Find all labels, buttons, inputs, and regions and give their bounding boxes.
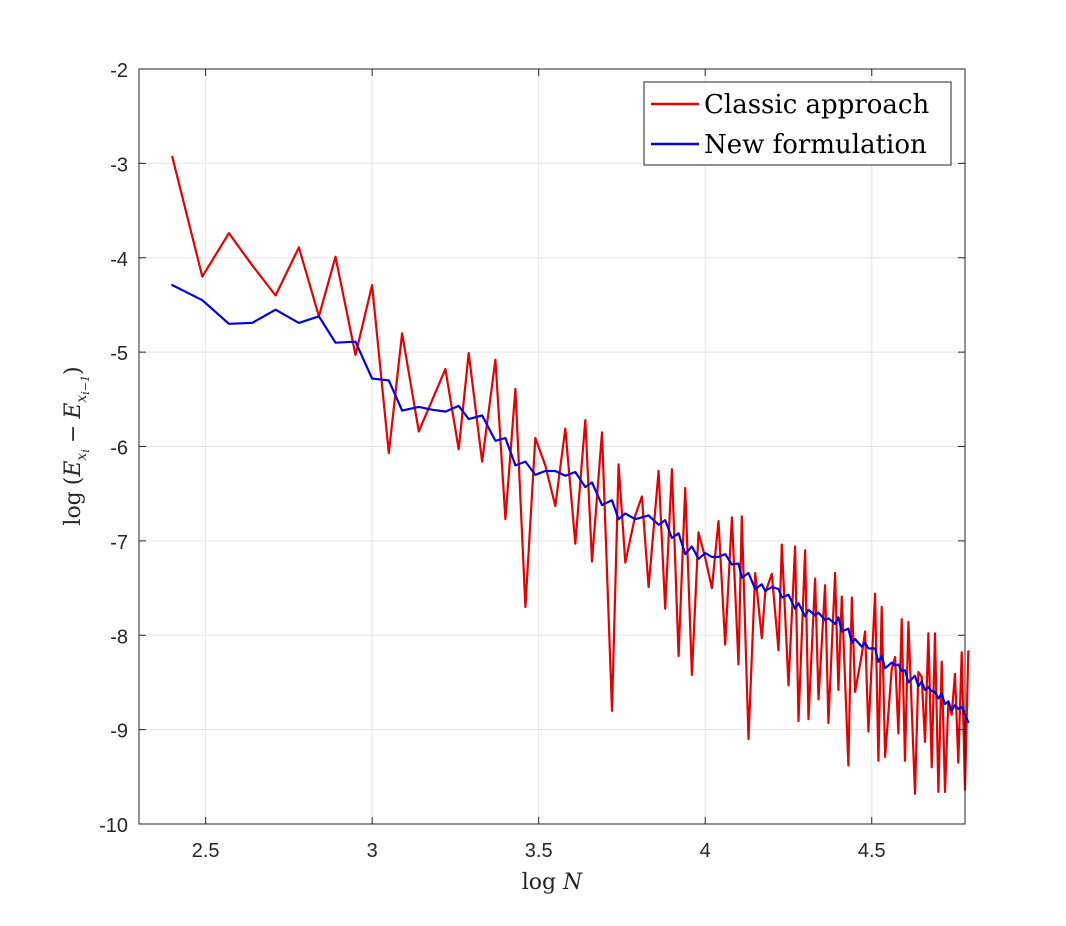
y-tick-label: -2 [110,60,128,82]
x-tick-label: 3.5 [525,840,553,862]
y-tick-label: -4 [110,249,128,271]
x-axis-title-var: N [562,870,583,895]
legend-label-classic: Classic approach [704,90,929,120]
series-line-new-formulation [171,284,970,724]
y-tick-label: -9 [110,721,128,743]
x-tick-label: 2.5 [192,840,220,862]
y-tick-label: -8 [110,626,128,648]
legend-label-new: New formulation [704,130,927,160]
x-tick-label: 4 [700,840,711,862]
y-tick-label: -10 [99,815,128,837]
x-axis-title: log N [522,870,583,895]
y-tick-label: -6 [110,438,128,460]
y-tick-label: -5 [110,343,128,365]
ticks: 2.5 3 3.5 4 4.5 -2 -3 -4 -5 -6 -7 -8 -9 -10 [99,60,965,862]
y-tick-label: -3 [110,154,128,176]
series-line-classic-approach [171,155,970,795]
x-tick-label: 3 [367,840,378,862]
x-tick-label: 4.5 [858,840,886,862]
series-group [171,155,970,795]
legend-box [643,81,952,166]
legend: Classic approach New formulation [643,81,952,166]
y-tick-label: -7 [110,532,128,554]
